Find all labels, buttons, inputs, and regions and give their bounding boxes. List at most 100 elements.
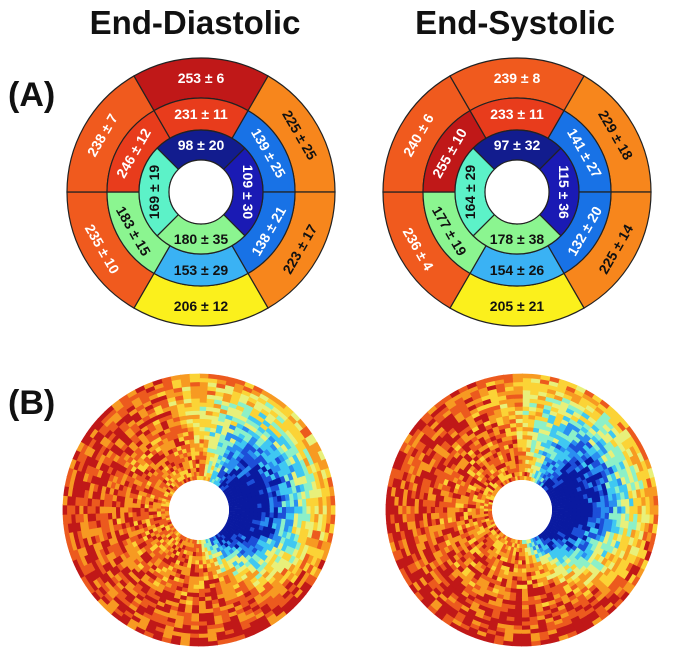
ed-heatmap-cell xyxy=(78,496,85,506)
ed-heatmap-cell xyxy=(199,402,208,407)
ed-heatmap-cell xyxy=(273,418,284,428)
es-heatmap-cell xyxy=(516,471,520,477)
es-heatmap-cell xyxy=(567,514,573,520)
es-heatmap-cell xyxy=(405,472,413,483)
ed-heatmap-cell xyxy=(107,537,115,546)
ed-heatmap-cell xyxy=(198,580,205,586)
es-heatmap-cell xyxy=(618,460,627,471)
es-heatmap-cell xyxy=(595,517,601,525)
es-heatmap-cell xyxy=(515,592,522,598)
es-heatmap-cell xyxy=(617,567,627,578)
ed-heatmap-cell xyxy=(112,494,118,502)
es-heatmap-cell xyxy=(534,599,542,605)
ed-heatmap-cell xyxy=(210,423,218,429)
ed-heatmap-cell xyxy=(272,517,278,525)
ed-heatmap-cell xyxy=(227,488,233,494)
ed-heatmap-cell xyxy=(262,581,272,590)
es-heatmap-cell xyxy=(475,511,481,515)
es-heatmap-cell xyxy=(620,418,631,430)
es-heatmap-cell xyxy=(441,393,453,404)
es-heatmap-cell xyxy=(508,567,514,573)
es-heatmap-cell xyxy=(619,591,630,602)
es-heatmap-cell xyxy=(552,398,563,406)
ed-heatmap-cell xyxy=(264,584,274,594)
ed-heatmap-cell xyxy=(95,576,105,587)
ed-heatmap-cell xyxy=(276,542,284,551)
es-heatmap-cell xyxy=(507,571,514,577)
ed-heatmap-cell xyxy=(195,455,200,460)
ed-heatmap-cell xyxy=(166,496,172,501)
es-heatmap-cell xyxy=(519,471,523,477)
ed-heatmap-cell xyxy=(287,486,294,495)
ed-heatmap-cell xyxy=(255,415,266,424)
ed-heatmap-cell xyxy=(103,505,108,514)
es-heatmap-cell xyxy=(511,459,516,465)
ed-heatmap-cell xyxy=(304,536,312,547)
es-heatmap-cell xyxy=(434,399,446,409)
ed-heatmap-cell xyxy=(92,467,100,477)
ed-heatmap-cell xyxy=(159,610,170,618)
ed-heatmap-cell xyxy=(320,522,327,534)
ed-heatmap-cell xyxy=(137,421,147,430)
ed-heatmap-cell xyxy=(256,586,266,595)
ed-heatmap-cell xyxy=(273,429,283,439)
es-heatmap-cell xyxy=(430,506,435,514)
ed-heatmap-cell xyxy=(202,572,209,577)
ed-heatmap-cell xyxy=(267,522,274,529)
es-heatmap-cell xyxy=(625,583,636,595)
es-heatmap-cell xyxy=(503,444,510,450)
ed-heatmap-cell xyxy=(90,590,101,602)
es-heatmap-cell xyxy=(610,563,619,574)
es-heatmap-cell xyxy=(496,529,502,535)
es-heatmap-cell xyxy=(551,614,562,622)
ed-heatmap-cell xyxy=(278,411,289,422)
ed-heatmap-cell xyxy=(270,432,280,442)
es-heatmap-cell xyxy=(585,441,594,450)
es-heatmap-cell xyxy=(521,572,527,578)
es-heatmap-cell xyxy=(526,576,532,582)
es-heatmap-cell xyxy=(534,478,539,484)
es-heatmap-cell xyxy=(535,574,542,580)
ed-heatmap-cell xyxy=(72,449,81,461)
es-heatmap-cell xyxy=(539,542,545,548)
ed-heatmap-cell xyxy=(201,467,206,473)
ed-heatmap-cell xyxy=(94,588,104,599)
es-heatmap-cell xyxy=(395,558,404,570)
es-heatmap-cell xyxy=(537,585,545,592)
es-heatmap-cell xyxy=(571,587,581,595)
es-heatmap-cell xyxy=(474,400,485,409)
es-heatmap-cell xyxy=(422,492,429,501)
es-heatmap-cell xyxy=(583,621,595,631)
es-heatmap-cell xyxy=(385,504,391,515)
ed-heatmap-cell xyxy=(293,588,304,600)
es-heatmap-cell xyxy=(537,471,543,477)
es-heatmap-cell xyxy=(478,386,489,394)
es-heatmap-cell xyxy=(510,559,515,565)
es-heatmap-cell xyxy=(562,498,569,503)
es-heatmap-cell xyxy=(414,449,423,460)
ed-mid-label-3: 153 ± 29 xyxy=(174,262,229,278)
ed-heatmap-cell xyxy=(66,513,72,524)
es-heatmap-cell xyxy=(535,444,541,450)
es-heatmap-cell xyxy=(604,578,614,589)
es-heatmap-cell xyxy=(575,579,584,588)
ed-heatmap-cell xyxy=(280,559,289,569)
ed-heatmap-cell xyxy=(207,476,212,482)
ed-heatmap-cell xyxy=(312,522,319,532)
ed-heatmap-cell xyxy=(174,395,185,401)
es-heatmap-cell xyxy=(513,385,523,391)
ed-heatmap-cell xyxy=(188,637,199,643)
es-heatmap-cell xyxy=(408,583,419,594)
es-heatmap-cell xyxy=(511,641,522,647)
es-heatmap-cell xyxy=(521,548,525,553)
es-heatmap-cell xyxy=(489,528,496,534)
ed-heatmap-cell xyxy=(124,573,133,582)
es-heatmap-cell xyxy=(438,562,447,572)
ed-heatmap-cell xyxy=(236,422,245,430)
ed-heatmap-cell xyxy=(207,377,219,384)
es-heatmap-cell xyxy=(595,440,605,450)
ed-heatmap-cell xyxy=(146,421,155,430)
es-heatmap-cell xyxy=(444,539,452,547)
ed-heatmap-cell xyxy=(272,571,281,580)
ed-heatmap-cell xyxy=(322,505,328,516)
